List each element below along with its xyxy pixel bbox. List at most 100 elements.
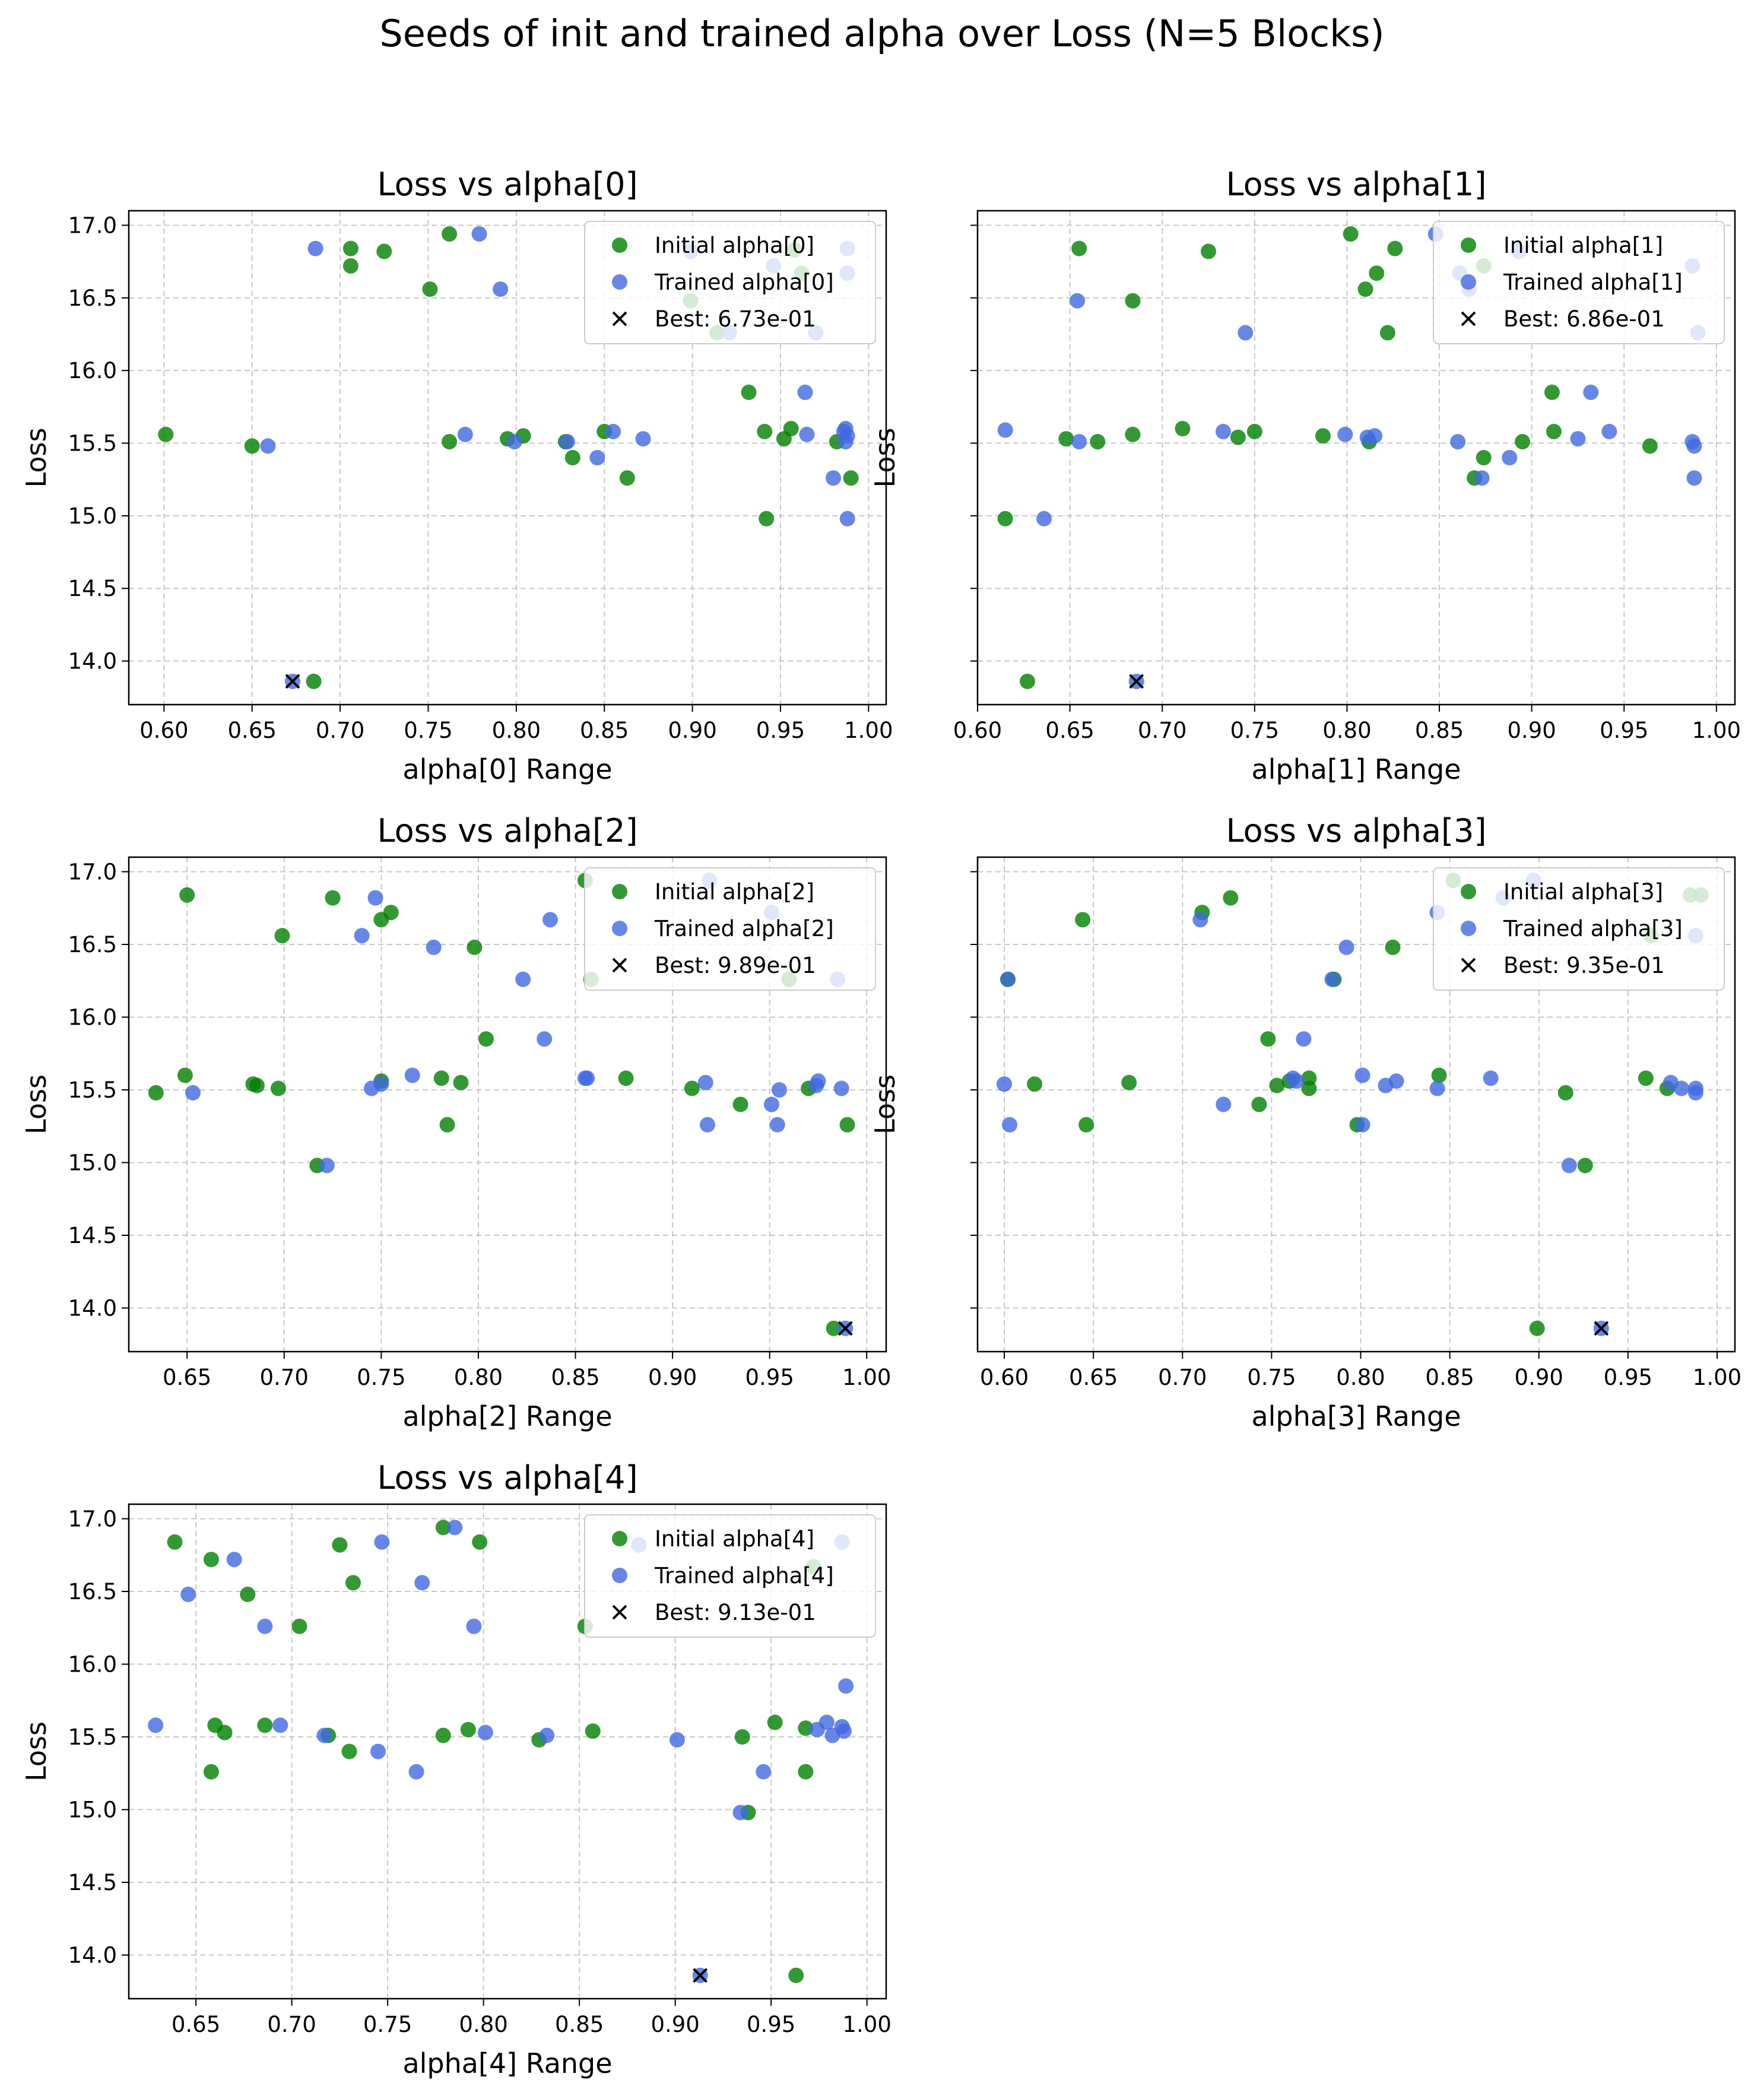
trained-point [447, 1520, 463, 1536]
series-initial [148, 873, 855, 1336]
trained-point [559, 434, 575, 450]
initial-point [1476, 450, 1492, 465]
initial-point [1071, 240, 1087, 256]
initial-point [767, 1714, 783, 1730]
subplot-2: 0.65 0.70 0.75 0.80 0.85 0.90 0.95 1.00 14.0 14.5… [20, 812, 891, 1432]
series-trained [148, 1520, 854, 1983]
initial-point [341, 1743, 357, 1759]
y-axis-label: Loss [20, 1074, 52, 1134]
legend-initial-marker [1461, 237, 1476, 253]
axes-frame [128, 1503, 887, 2000]
x-tick-label: 0.60 [953, 718, 1002, 743]
trained-point [1474, 470, 1490, 486]
initial-point [1301, 1070, 1317, 1086]
y-tick-label: 15.5 [68, 1077, 117, 1103]
x-tick-label: 0.70 [267, 2012, 316, 2037]
trained-point [493, 281, 509, 297]
y-tick-label: 16.5 [68, 932, 117, 957]
initial-point [1379, 325, 1395, 341]
x-tick-label: 1.00 [844, 718, 893, 743]
trained-point [307, 240, 323, 256]
initial-point [342, 258, 358, 274]
trained-point [1036, 511, 1052, 527]
initial-point [158, 426, 174, 442]
y-tick-label: 16.0 [68, 1005, 117, 1031]
y-tick-label: 15.0 [68, 1797, 117, 1823]
initial-point [217, 1724, 233, 1740]
trained-point [457, 426, 473, 442]
best-marker [1594, 1321, 1609, 1336]
legend-box [584, 1514, 876, 1638]
legend-trained-marker [612, 921, 627, 936]
trained-point [732, 1805, 748, 1821]
legend-initial-marker [612, 1531, 627, 1546]
x-axis-label: alpha[3] Range [1251, 1400, 1461, 1432]
trained-point [772, 1082, 788, 1098]
trained-point [838, 1678, 854, 1694]
subplot-3: 0.60 0.65 0.70 0.75 0.80 0.85 0.90 0.95 1.00 Init… [869, 812, 1741, 1432]
y-tick-label: 14.0 [68, 1296, 117, 1321]
trained-point [1002, 1117, 1018, 1133]
y-axis-label: Loss [869, 1074, 901, 1134]
x-axis-label: alpha[1] Range [1251, 753, 1461, 785]
initial-point [783, 421, 799, 437]
x-tick-label: 0.80 [1322, 718, 1371, 743]
trained-point [825, 470, 841, 486]
initial-point [270, 1080, 286, 1096]
y-tick-label: 15.5 [68, 1724, 117, 1750]
initial-point [1090, 434, 1106, 450]
initial-point [179, 887, 195, 903]
trained-point [537, 1031, 553, 1047]
trained-point [404, 1067, 420, 1083]
trained-point [1388, 1073, 1404, 1089]
trained-point [1289, 1073, 1305, 1089]
legend-best-marker [1461, 311, 1476, 326]
legend: Initial alpha[3] Trained alpha[3] Best: 9.… [1433, 867, 1725, 991]
trained-point [605, 423, 621, 439]
best-marker [693, 1968, 708, 1983]
trained-point [797, 384, 813, 400]
subplot-title: Loss vs alpha[0] [377, 166, 637, 203]
legend-initial-marker [612, 237, 627, 253]
initial-point [1020, 673, 1036, 689]
subplot-title: Loss vs alpha[3] [1226, 812, 1486, 849]
x-tick-label: 1.00 [843, 2012, 891, 2037]
trained-point [257, 1618, 273, 1634]
trained-point [1192, 912, 1208, 928]
initial-point [306, 673, 322, 689]
y-tick-label: 14.0 [68, 649, 117, 674]
trained-point [1354, 1117, 1370, 1133]
initial-point [997, 511, 1013, 527]
trained-point [1601, 423, 1617, 439]
initial-point [478, 1031, 494, 1047]
initial-point [1315, 428, 1331, 444]
y-tick-label: 14.5 [68, 1870, 117, 1895]
trained-point [1429, 1080, 1445, 1096]
trained-point [839, 511, 855, 527]
axes-frame [128, 856, 887, 1353]
trained-point [589, 450, 605, 465]
legend: Initial alpha[0] Trained alpha[0] Best: 6.… [584, 221, 876, 344]
legend-box [1433, 221, 1725, 344]
x-tick-label: 0.80 [492, 718, 541, 743]
y-tick-label: 15.0 [68, 1150, 117, 1176]
trained-point [226, 1552, 242, 1568]
initial-point [376, 243, 392, 259]
initial-point [1269, 1077, 1285, 1093]
trained-point [466, 1618, 482, 1634]
x-tick-label: 0.70 [1138, 718, 1186, 743]
initial-point [798, 1764, 814, 1780]
y-axis-label: Loss [20, 1721, 52, 1781]
trained-point [414, 1575, 430, 1591]
initial-point [1260, 1031, 1276, 1047]
initial-point [759, 511, 775, 527]
y-tick-label: 16.0 [68, 358, 117, 383]
initial-point [619, 470, 635, 486]
x-tick-label: 0.85 [555, 2012, 604, 2037]
legend-box [584, 221, 876, 344]
y-tick-label: 14.0 [68, 1943, 117, 1968]
x-tick-label: 0.90 [668, 718, 716, 743]
initial-point [433, 1070, 449, 1086]
legend-initial-marker [1461, 884, 1476, 899]
legend-trained-label: Trained alpha[0] [654, 269, 834, 295]
